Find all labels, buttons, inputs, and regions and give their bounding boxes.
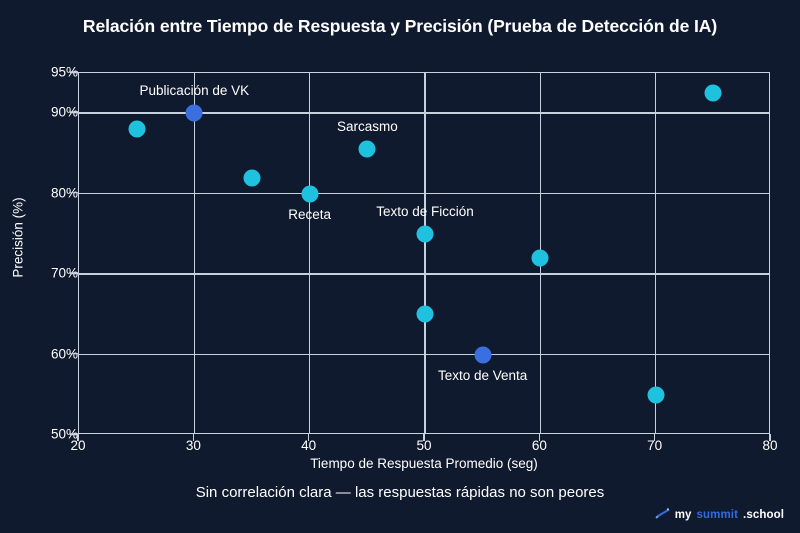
- brand-suffix: .school: [743, 508, 784, 521]
- y-tick-label: 70%: [50, 265, 78, 281]
- data-point[interactable]: [704, 84, 722, 102]
- x-tick-label: 20: [70, 438, 86, 453]
- x-tick-label: 80: [762, 438, 778, 453]
- data-point[interactable]: [647, 386, 665, 404]
- x-tick-label: 40: [301, 438, 317, 453]
- x-axis-title: Tiempo de Respuesta Promedio (seg): [310, 456, 538, 471]
- data-point-label: Texto de Venta: [437, 367, 528, 383]
- y-tick-label: 95%: [50, 64, 78, 80]
- data-point-label: Texto de Ficción: [376, 203, 474, 219]
- data-point[interactable]: [128, 120, 146, 138]
- y-tick-label: 80%: [50, 185, 78, 201]
- data-point-label: Sarcasmo: [336, 119, 398, 135]
- page-title: Relación entre Tiempo de Respuesta y Pre…: [82, 16, 718, 36]
- gridline-vertical: [193, 73, 196, 433]
- data-point[interactable]: [358, 140, 376, 158]
- x-tick-mark: [538, 434, 541, 441]
- data-point[interactable]: [416, 305, 434, 323]
- telescope-icon: [655, 508, 670, 519]
- y-tick-mark: [70, 433, 78, 435]
- y-tick-label: 90%: [50, 104, 78, 120]
- data-point[interactable]: [243, 169, 261, 187]
- brand-mid: summit: [696, 508, 739, 521]
- x-tick-mark: [423, 434, 425, 441]
- x-tick-label: 30: [185, 438, 201, 453]
- brand-logo: my summit .school: [655, 508, 784, 521]
- data-point[interactable]: [531, 249, 549, 267]
- y-tick-mark: [70, 71, 78, 73]
- gridline-horizontal: [79, 192, 769, 195]
- y-tick-mark: [70, 352, 78, 355]
- brand-prefix: my: [674, 508, 692, 521]
- y-tick-mark: [70, 272, 78, 274]
- y-tick-mark: [70, 111, 78, 113]
- gridline-vertical: [424, 73, 426, 433]
- x-tick-mark: [307, 434, 310, 441]
- y-tick-mark: [70, 191, 78, 194]
- chart-caption: Sin correlación clara — las respuestas r…: [195, 484, 605, 501]
- x-tick-mark: [192, 434, 195, 441]
- x-tick-label: 50: [416, 438, 432, 453]
- gridline-horizontal: [79, 112, 769, 114]
- x-tick-label: 70: [647, 438, 663, 453]
- data-point[interactable]: [301, 185, 319, 203]
- x-tick-label: 60: [531, 438, 547, 453]
- y-axis-title: Precisión (%): [10, 197, 26, 278]
- data-point-label: Receta: [288, 206, 332, 222]
- y-tick-label: 60%: [50, 346, 78, 362]
- y-tick-label: 50%: [50, 426, 78, 442]
- data-point[interactable]: [416, 225, 434, 243]
- data-point-label: Publicación de VK: [139, 83, 250, 99]
- gridline-horizontal: [79, 273, 769, 275]
- x-tick-mark: [769, 434, 771, 441]
- x-tick-mark: [653, 434, 656, 441]
- gridline-vertical: [308, 73, 311, 433]
- gridline-vertical: [654, 73, 657, 433]
- data-point[interactable]: [474, 346, 492, 364]
- plot-area: Publicación de VK Receta Sarcasmo Texto de …: [78, 72, 770, 434]
- data-point[interactable]: [185, 104, 203, 122]
- x-tick-mark: [77, 434, 79, 441]
- gridline-horizontal: [79, 353, 769, 356]
